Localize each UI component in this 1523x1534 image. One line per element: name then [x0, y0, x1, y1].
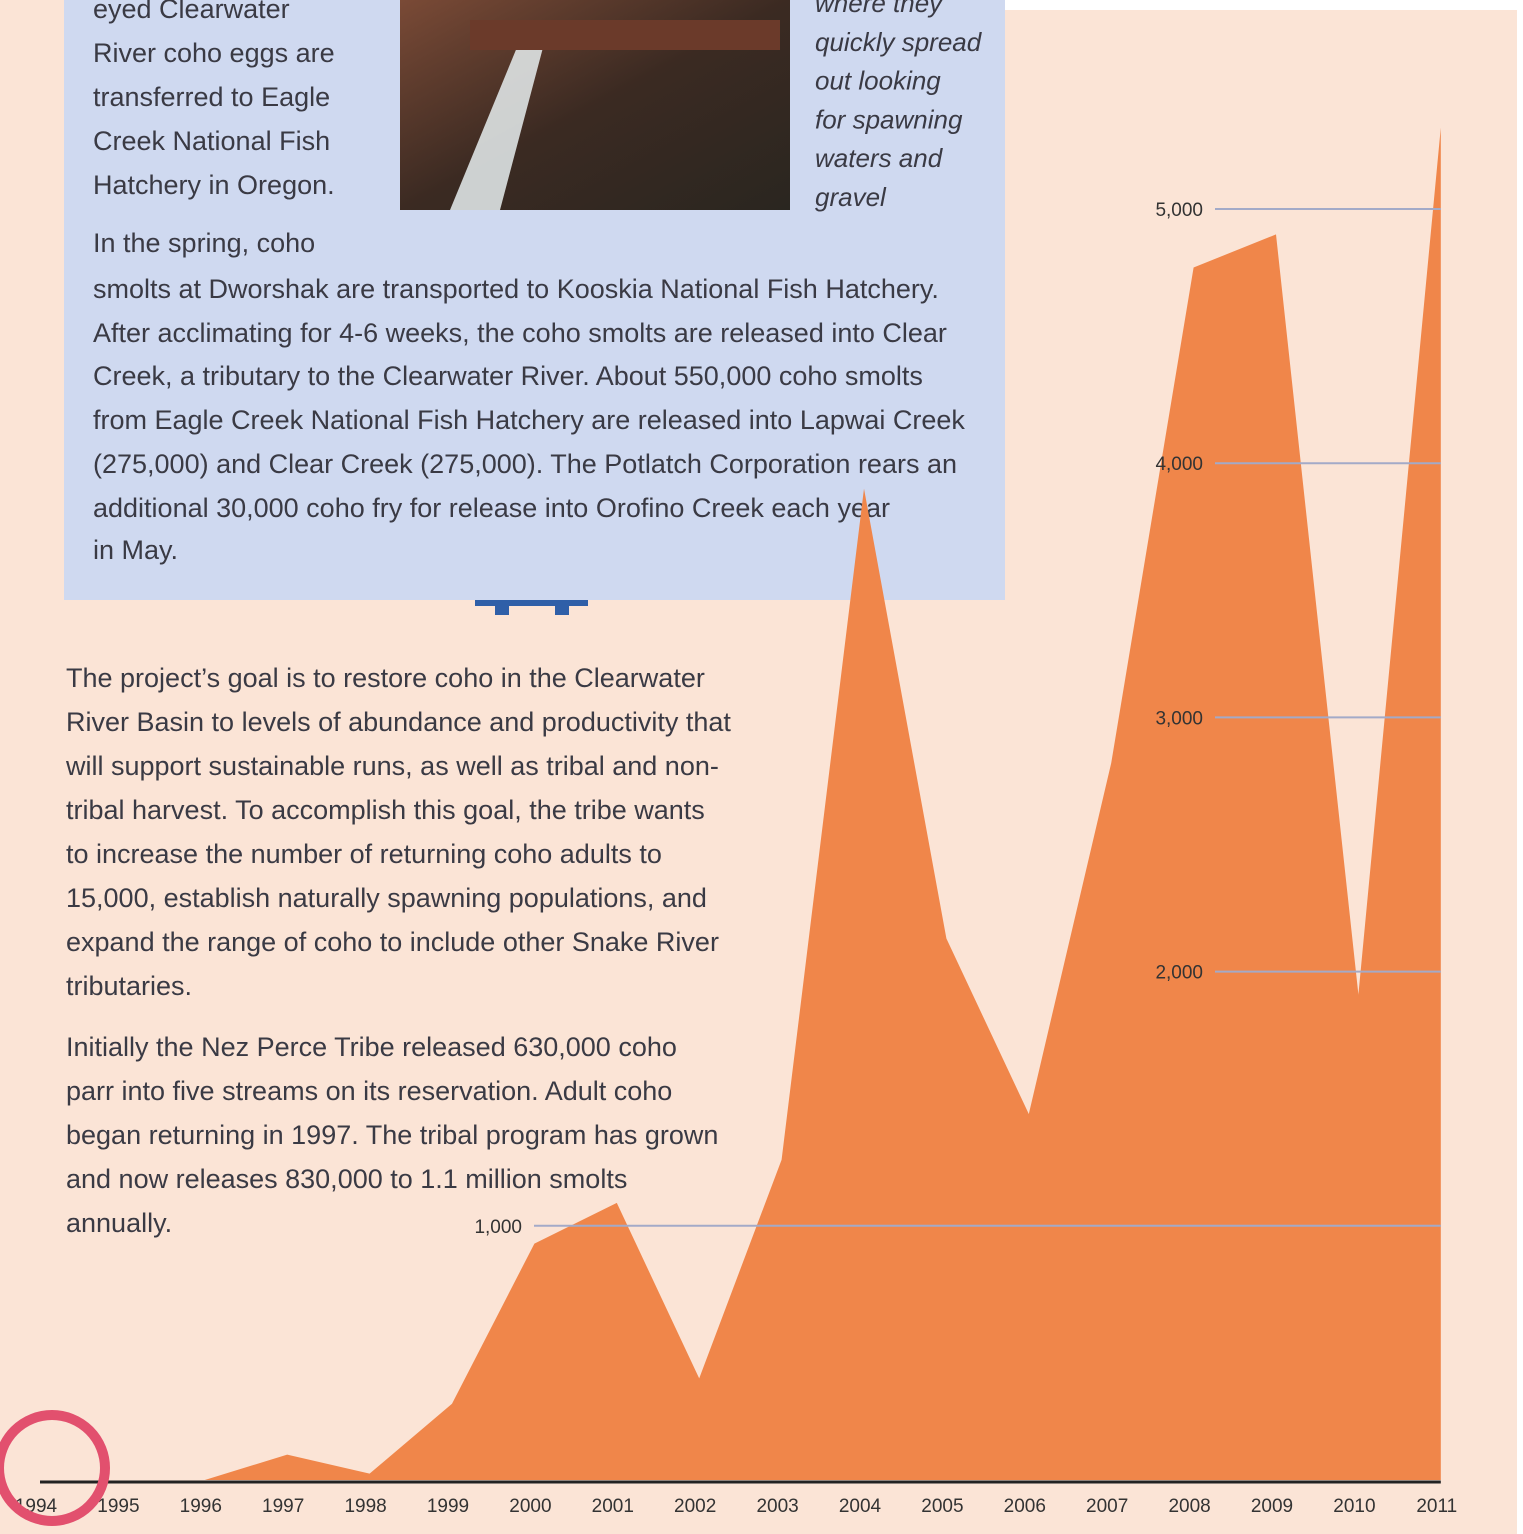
x-tick-label: 2009 [1251, 1496, 1293, 1517]
photo-caption-line: out looking [815, 66, 941, 96]
box-text-line: Hatchery in Oregon. [93, 170, 335, 200]
x-tick-label: 1998 [344, 1496, 386, 1517]
body-paragraph-line: will support sustainable runs, as well a… [65, 751, 719, 781]
y-tick-label: 4,000 [1155, 454, 1203, 475]
x-tick-label: 2008 [1168, 1496, 1210, 1517]
x-tick-label: 2002 [674, 1496, 716, 1517]
x-tick-label: 2010 [1333, 1496, 1375, 1517]
photo-caption-line: quickly spread [815, 27, 983, 57]
x-tick-label: 2011 [1416, 1496, 1457, 1517]
body-paragraph-line: annually. [66, 1208, 172, 1238]
x-tick-label: 1996 [180, 1496, 222, 1517]
box-paragraph-line: smolts at Dworshak are transported to Ko… [93, 274, 939, 304]
top-strip [1005, 0, 1517, 10]
body-paragraph-line: expand the range of coho to include othe… [66, 927, 719, 957]
x-tick-label: 2003 [756, 1496, 798, 1517]
x-tick-label: 1999 [427, 1496, 469, 1517]
x-tick-label: 2000 [509, 1496, 551, 1517]
box-paragraph-line: additional 30,000 coho fry for release i… [93, 493, 890, 523]
x-tick-label: 2005 [921, 1496, 963, 1517]
x-tick-label: 2007 [1086, 1496, 1128, 1517]
x-tick-label: 2004 [839, 1496, 882, 1517]
x-tick-label: 1995 [97, 1496, 139, 1517]
photo-caption-line: for spawning [815, 104, 963, 134]
body-paragraph-line: tributaries. [66, 971, 192, 1001]
box-text-line: River coho eggs are [93, 38, 335, 68]
x-tick-label: 1997 [262, 1496, 304, 1517]
x-tick-label: 2001 [592, 1496, 634, 1517]
box-paragraph-line: Creek, a tributary to the Clearwater Riv… [93, 361, 923, 391]
box-text-line: transferred to Eagle [93, 82, 330, 112]
box-paragraph-line: in May. [93, 535, 178, 565]
box-paragraph-line: (275,000) and Clear Creek (275,000). The… [93, 449, 957, 479]
box-paragraph-line: After acclimating for 4-6 weeks, the coh… [93, 318, 947, 348]
y-tick-label: 1,000 [474, 1217, 522, 1238]
box-text-line: Creek National Fish [93, 126, 330, 156]
photo-caption-line: gravel [815, 182, 887, 212]
page-canvas: eyed Clearwater River coho eggs are transf… [0, 0, 1523, 1534]
body-paragraph-line: parr into five streams on its reservatio… [66, 1076, 672, 1106]
x-tick-label: 2006 [1004, 1496, 1046, 1517]
y-tick-label: 3,000 [1155, 708, 1203, 729]
box-paragraph-line: In the spring, coho [93, 228, 315, 258]
photo-bridge [470, 20, 780, 50]
y-tick-label: 5,000 [1155, 200, 1203, 221]
body-paragraph-line: tribal harvest. To accomplish this goal,… [66, 795, 705, 825]
box-paragraph-line: from Eagle Creek National Fish Hatchery … [93, 405, 965, 435]
body-paragraph-line: to increase the number of returning coho… [66, 839, 662, 869]
photo-caption-line: waters and [815, 143, 944, 173]
y-tick-label: 2,000 [1155, 963, 1203, 984]
page: eyed Clearwater River coho eggs are transf… [0, 0, 1523, 1534]
box-text-line: eyed Clearwater [93, 0, 290, 24]
photo-caption-line: where they [815, 0, 944, 18]
body-paragraph-line: Initially the Nez Perce Tribe released 6… [66, 1032, 677, 1062]
body-paragraph-line: River Basin to levels of abundance and p… [66, 707, 731, 737]
body-paragraph-line: began returning in 1997. The tribal prog… [66, 1120, 718, 1150]
body-paragraph-line: The project’s goal is to restore coho in… [66, 663, 705, 693]
body-paragraph-line: and now releases 830,000 to 1.1 million … [66, 1164, 627, 1194]
body-paragraph-line: 15,000, establish naturally spawning pop… [66, 883, 707, 913]
